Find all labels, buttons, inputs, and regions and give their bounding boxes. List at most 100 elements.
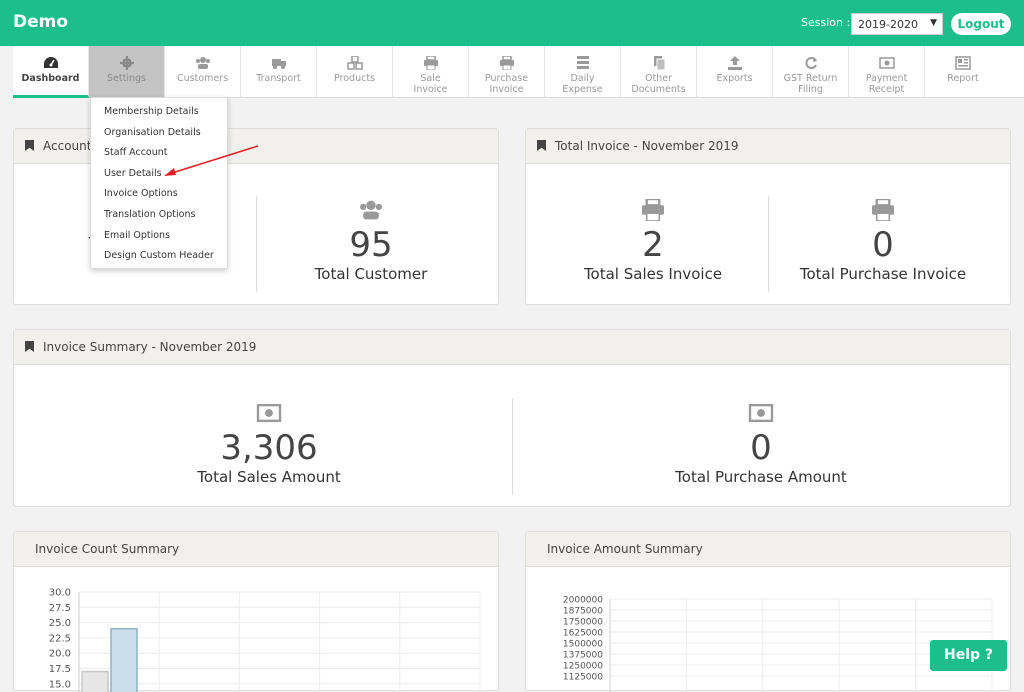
panel-title: Invoice Summary - November 2019 (43, 340, 257, 354)
invoice-summary-panel: Invoice Summary - November 2019 3,306 To… (13, 329, 1011, 507)
stat-total-customer: 95 Total Customer (286, 199, 456, 283)
nav-label: GST Return Filing (783, 73, 838, 95)
stat-value: 2 (642, 225, 664, 265)
users-icon (165, 56, 240, 70)
divider (512, 398, 513, 495)
invoice-count-chart: 30.0 27.5 25.0 22.5 20.0 17.5 15.0 (49, 588, 481, 692)
help-button[interactable]: Help ? (930, 640, 1007, 671)
y-tick-label: 2000000 (563, 596, 603, 606)
y-tick-label: 1875000 (563, 607, 603, 617)
y-tick-label: 1250000 (563, 662, 603, 672)
stat-value: 0 (872, 225, 894, 265)
nav-payment-receipt[interactable]: Payment Receipt (849, 46, 925, 98)
menu-item-email-options[interactable]: Email Options (104, 229, 171, 241)
panel-header: Invoice Amount Summary (526, 532, 1010, 567)
nav-report[interactable]: Report (925, 46, 1001, 98)
y-tick-label: 30.0 (49, 588, 71, 599)
printer-icon (568, 197, 738, 225)
y-tick-label: 1375000 (563, 651, 603, 661)
nav-daily-expense[interactable]: Daily Expense (545, 46, 621, 98)
dashboard-icon (13, 56, 88, 70)
cubes-icon (317, 55, 392, 70)
panel-header: Total Invoice - November 2019 (526, 129, 1010, 164)
stat-total-purchase-amount: 0 Total Purchase Amount (651, 402, 871, 486)
y-tick-label: 1625000 (563, 629, 603, 639)
panel-header: Invoice Summary - November 2019 (14, 330, 1010, 365)
session-value: 2019-2020 (858, 18, 918, 31)
nav-gst-return-filing[interactable]: GST Return Filing (773, 46, 849, 98)
y-tick-label: 1750000 (563, 618, 603, 628)
panel-header: Invoice Count Summary (14, 532, 498, 567)
documents-icon (621, 56, 696, 71)
stat-caption: Total Sales Amount (197, 468, 341, 486)
menu-item-user-details[interactable]: User Details (104, 167, 162, 179)
menu-item-staff-account[interactable]: Staff Account (104, 147, 168, 159)
nav-transport[interactable]: Transport (241, 46, 317, 98)
upload-icon (697, 56, 772, 70)
bookmark-icon (25, 341, 34, 352)
bookmark-icon (25, 140, 34, 151)
y-tick-label: 1500000 (563, 640, 603, 650)
panel-title: Account (43, 139, 92, 153)
y-tick-label: 15.0 (49, 679, 71, 690)
y-tick-label: 1125000 (563, 673, 603, 683)
nav-label: Dashboard (21, 73, 80, 84)
invoice-count-chart-panel: Invoice Count Summary 30.0 27.5 25.0 22.5 20… (13, 531, 499, 692)
menu-item-organisation-details[interactable]: Organisation Details (104, 126, 201, 138)
money-icon (849, 56, 924, 70)
nav-customers[interactable]: Customers (165, 46, 241, 98)
bookmark-icon (537, 140, 546, 151)
nav-purchase-invoice[interactable]: Purchase Invoice (469, 46, 545, 98)
y-tick-label: 20.0 (49, 649, 71, 660)
menu-item-design-custom-header[interactable]: Design Custom Header (104, 250, 214, 262)
nav-label: Exports (716, 73, 753, 84)
logout-button[interactable]: Logout (951, 13, 1011, 35)
users-icon (286, 199, 456, 225)
stat-value: 0 (750, 428, 772, 468)
stat-total-sales-amount: 3,306 Total Sales Amount (169, 402, 369, 486)
nav-label: Transport (256, 73, 301, 84)
printer-icon (788, 197, 978, 225)
nav-label: Daily Expense (562, 73, 603, 95)
gear-icon (89, 56, 164, 70)
divider (256, 196, 257, 292)
menu-item-translation-options[interactable]: Translation Options (104, 208, 196, 220)
nav-sale-invoice[interactable]: Sale Invoice (393, 46, 469, 98)
stat-total-sales-invoice: 2 Total Sales Invoice (568, 197, 738, 283)
nav-dashboard[interactable]: Dashboard (13, 46, 89, 98)
printer-icon (469, 55, 544, 71)
top-bar: Demo Session : 2019-2020 ▼ Logout (0, 0, 1024, 46)
bar (110, 627, 138, 692)
nav-label: Other Documents (631, 73, 686, 95)
nav-label: Purchase Invoice (484, 73, 529, 95)
money-icon (651, 402, 871, 428)
stat-caption: Total Purchase Amount (675, 468, 847, 486)
truck-icon (241, 56, 316, 70)
nav-settings[interactable]: Settings (89, 46, 165, 98)
session-select[interactable]: 2019-2020 ▼ (851, 13, 943, 35)
main-nav: Dashboard Settings Customers Transport P… (13, 46, 1024, 98)
nav-other-documents[interactable]: Other Documents (621, 46, 697, 98)
stat-caption: Total Sales Invoice (583, 265, 723, 283)
printer-icon (393, 55, 468, 71)
y-tick-label: 25.0 (49, 618, 71, 629)
menu-item-invoice-options[interactable]: Invoice Options (104, 188, 178, 200)
nav-label: Settings (107, 73, 146, 84)
nav-label: Products (333, 73, 376, 84)
newspaper-icon (925, 56, 1001, 70)
invoice-amount-chart: 2000000187500017500001625000150000013750… (563, 596, 993, 692)
y-tick-label: 17.5 (49, 664, 71, 675)
stat-caption: Total Customer (314, 265, 428, 283)
divider (768, 196, 769, 292)
nav-label: Sale Invoice (413, 73, 448, 95)
chevron-down-icon: ▼ (930, 18, 937, 28)
nav-products[interactable]: Products (317, 46, 393, 98)
app-title: Demo (13, 12, 69, 32)
menu-item-membership-details[interactable]: Membership Details (104, 106, 199, 117)
panel-title: Total Invoice - November 2019 (555, 139, 739, 153)
nav-exports[interactable]: Exports (697, 46, 773, 98)
stat-total-purchase-invoice: 0 Total Purchase Invoice (788, 197, 978, 283)
stat-caption: Total Purchase Invoice (799, 265, 967, 283)
bar (81, 670, 109, 692)
settings-dropdown-menu: Membership Details Organisation Details … (90, 97, 228, 269)
